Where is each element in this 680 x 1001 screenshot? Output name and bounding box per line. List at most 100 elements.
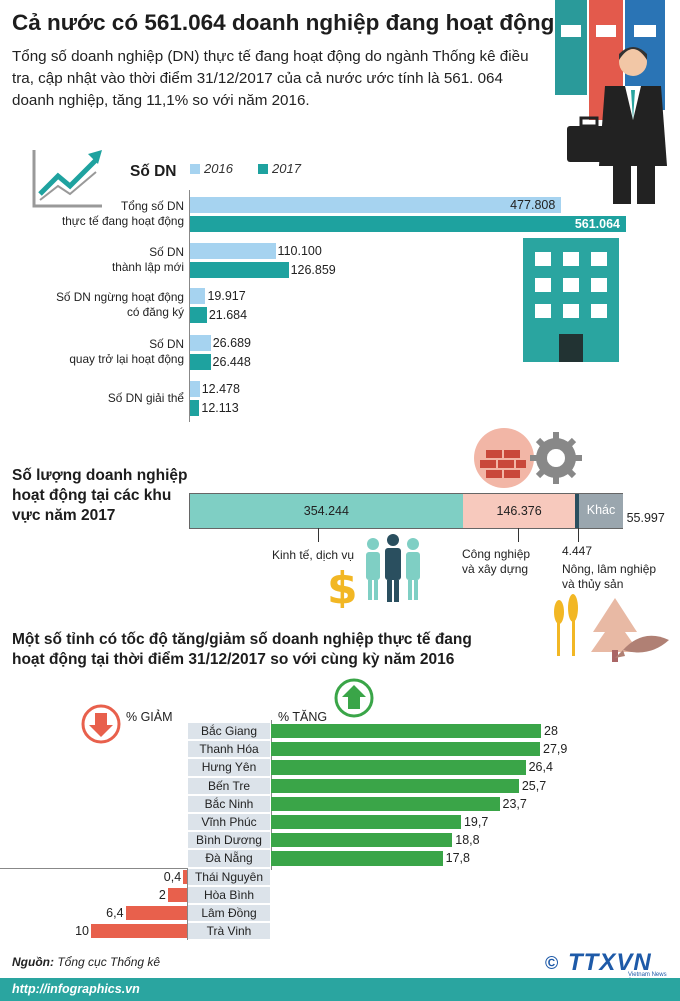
axis-line: [189, 190, 190, 422]
pointer-line: [318, 528, 319, 542]
value-label: 28: [544, 724, 558, 738]
province-label: Bắc Ninh: [188, 795, 270, 812]
axis-line: [187, 867, 188, 941]
bar-increase: [271, 760, 526, 775]
section2-heading-line3: vực năm 2017: [12, 507, 116, 524]
bar-increase: [271, 742, 541, 757]
category-label-line: Tổng số DN: [121, 199, 184, 213]
axis-line: [271, 720, 272, 870]
category-label: Tổng số DN thực tế đang hoạt động: [10, 199, 184, 229]
label-agri-line1: Nông, lâm nghiệp: [562, 562, 657, 576]
bar-decrease: [183, 869, 187, 884]
value-label: 26.448: [212, 355, 251, 369]
divider-line: [0, 868, 188, 869]
bar-2016: [190, 288, 206, 304]
province-label: Bến Tre: [188, 777, 270, 794]
businessman-illustration: [555, 0, 667, 204]
label-econ: Kinh tế, dịch vụ: [272, 548, 355, 562]
bar-increase: [271, 724, 541, 739]
segment-value: 55.997: [626, 511, 665, 525]
segment-value: 354.244: [303, 504, 349, 518]
bar-decrease: [167, 887, 187, 902]
value-label: 561.064: [574, 217, 620, 231]
section3-heading-line2: hoạt động tại thời điểm 31/12/2017 so vớ…: [12, 651, 455, 668]
value-label: 6,4: [106, 906, 124, 920]
arrow-up-icon: [334, 678, 374, 718]
value-label: 477.808: [510, 198, 556, 212]
segment-1: [462, 494, 576, 528]
section2-heading-line2: hoạt động tại các khu: [12, 487, 172, 504]
segment-0: [190, 494, 463, 528]
category-label-line: Số DN ngừng hoạt động: [56, 290, 184, 304]
copyright-symbol: ©: [545, 953, 559, 973]
value-label: 18,8: [455, 833, 480, 848]
label-industry: Công nghiệp và xây dựng: [462, 547, 530, 577]
dn-statistics-chart: Tổng số DN thực tế đang hoạt động 477.808 5…: [0, 0, 680, 430]
category-label: Số DN quay trở lại hoạt động: [10, 337, 184, 367]
value-label: 0,4: [163, 869, 182, 884]
bar-2017: [190, 400, 200, 416]
label-industry-line2: và xây dựng: [462, 562, 529, 576]
value-label: 26,4: [528, 760, 553, 775]
value-label: 10: [75, 924, 89, 939]
source-label: Nguồn:: [12, 955, 54, 969]
label-increase: % TĂNG: [278, 710, 328, 724]
province-label: Lâm Đồng: [188, 905, 270, 922]
province-label: Thanh Hóa: [188, 741, 270, 758]
value-label: 110.100: [277, 244, 322, 258]
bar-increase: [271, 796, 500, 811]
building-icon: [523, 238, 619, 362]
province-label: Bắc Giang: [188, 723, 270, 740]
section3-heading-line1: Một số tỉnh có tốc độ tăng/giảm số doanh…: [12, 631, 472, 648]
section1-heading: Số DN: [130, 163, 177, 180]
sector-stacked-bar: 354.244 146.376 Khác 55.997: [189, 493, 665, 542]
page-title: Cả nước có 561.064 doanh nghiệp đang hoạ…: [12, 10, 555, 35]
section3-heading: Một số tỉnh có tốc độ tăng/giảm số doanh…: [12, 630, 472, 670]
segment-value: 146.376: [496, 504, 542, 518]
province-growth-chart: Bắc Giang 28 Thanh Hóa 27,9 Hưng Yên 26,4 Bến …: [0, 720, 568, 941]
value-label: 12.113: [201, 401, 239, 415]
value-label: 26.689: [212, 336, 251, 350]
label-agri-value: 4.447: [562, 544, 593, 558]
agriculture-icon: [554, 594, 669, 662]
label-agri: Nông, lâm nghiệp và thủy sản: [562, 562, 656, 592]
footer-url[interactable]: http://infographics.vn: [12, 982, 140, 996]
intro-text: Tổng số doanh nghiệp (DN) thực tế đang h…: [12, 48, 529, 109]
industry-icon: [474, 428, 582, 488]
legend-label-2017: 2017: [272, 161, 301, 176]
value-label: 19,7: [463, 815, 489, 829]
bar-increase: [271, 851, 443, 866]
bar-2017: [190, 307, 207, 323]
category-label-line: Số DN: [149, 337, 184, 351]
category-label: Số DN thành lập mới: [10, 245, 184, 275]
section2-heading-line1: Số lượng doanh nghiệp: [12, 467, 188, 484]
value-label: 126.859: [290, 263, 336, 277]
segment-name: Khác: [586, 503, 616, 517]
source-line: Nguồn: Tổng cục Thống kê: [12, 955, 160, 969]
value-label: 17,8: [445, 851, 470, 866]
bar-decrease: [91, 924, 187, 939]
value-label: 19.917: [207, 289, 246, 303]
value-label: 12.478: [201, 382, 240, 396]
legend-swatch-2017: [258, 164, 268, 174]
province-label: Hưng Yên: [188, 759, 270, 776]
svg-text:$: $: [327, 563, 358, 608]
province-label: Hòa Bình: [188, 886, 270, 903]
pointer-line: [518, 528, 519, 542]
bar-2016: [190, 197, 562, 213]
value-label: 23,7: [502, 796, 527, 811]
agency-logo: TTXVN: [568, 949, 652, 976]
category-label-line: có đăng ký: [126, 305, 184, 319]
label-decrease: % GIẢM: [126, 710, 173, 724]
source-text: Tổng cục Thống kê: [57, 955, 161, 969]
section2-heading: Số lượng doanh nghiệp hoạt động tại các …: [12, 466, 188, 526]
legend-label-2016: 2016: [204, 161, 233, 176]
label-agri-line2: và thủy sản: [562, 577, 624, 591]
label-industry-line1: Công nghiệp: [462, 547, 531, 561]
segment-2: [575, 494, 580, 528]
province-label: Vĩnh Phúc: [188, 814, 270, 831]
bar-increase: [271, 778, 519, 793]
category-label-line: thực tế đang hoạt động: [61, 214, 184, 228]
value-label: 27,9: [543, 742, 568, 757]
bar-decrease: [125, 906, 187, 921]
